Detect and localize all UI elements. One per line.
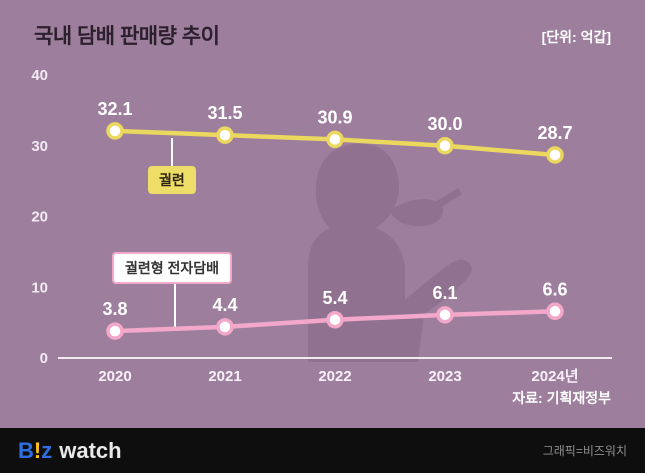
data-value-label: 30.0 [427,114,462,134]
person-silhouette-decoration [308,143,472,362]
data-value-label: 28.7 [537,123,572,143]
data-value-label: 6.1 [432,283,457,303]
legend-callout-hnb: 궐련형 전자담배 [112,252,233,284]
data-point [546,302,564,321]
logo-letter-b: B [18,437,34,463]
y-axis-tick-label: 0 [40,350,48,367]
data-value-label: 5.4 [322,288,347,308]
data-point [326,130,344,149]
logo-exclamation: ! [33,437,42,463]
data-value-label: 3.8 [102,299,127,319]
data-value-label: 6.6 [542,279,567,299]
y-axis-tick-label: 10 [31,279,48,296]
data-point [216,318,234,336]
bizwatch-logo: B!z watch [18,438,122,464]
x-axis-tick-label: 2022 [318,368,351,385]
data-point [106,322,124,340]
data-point [546,146,564,164]
x-axis-tick-label: 2021 [208,368,241,385]
data-point [326,311,344,329]
data-point [436,137,454,155]
data-value-label: 4.4 [212,295,237,315]
unit-label: [단위: 억갑] [541,29,611,45]
y-axis-tick-label: 40 [31,67,48,84]
data-value-label: 30.9 [317,107,352,127]
data-point [436,306,454,324]
data-point [216,126,234,144]
data-source-label: 자료: 기획재정부 [512,390,611,406]
y-axis-tick-label: 30 [31,138,48,155]
data-value-label: 31.5 [207,103,242,123]
data-point [106,122,124,140]
graphic-credit: 그래픽=비즈워치 [542,444,627,458]
x-axis-tick-label: 2023 [428,368,461,385]
footer-bar: B!z watch 그래픽=비즈워치 [0,428,645,473]
logo-word-watch: watch [59,437,122,463]
y-axis-tick-label: 20 [31,209,48,226]
x-axis-tick-label: 2024년 [531,368,578,385]
x-axis-tick-label: 2020 [98,368,131,385]
data-value-label: 32.1 [97,99,132,119]
legend-callout-cigarette: 궐련 [148,166,196,194]
chart-title: 국내 담배 판매량 추이 [34,25,220,48]
logo-letter-z: z [41,437,53,463]
line-chart: 40 30 20 10 0 2020 2021 2022 2023 2024년 32.1 31.5 30… [31,67,612,385]
